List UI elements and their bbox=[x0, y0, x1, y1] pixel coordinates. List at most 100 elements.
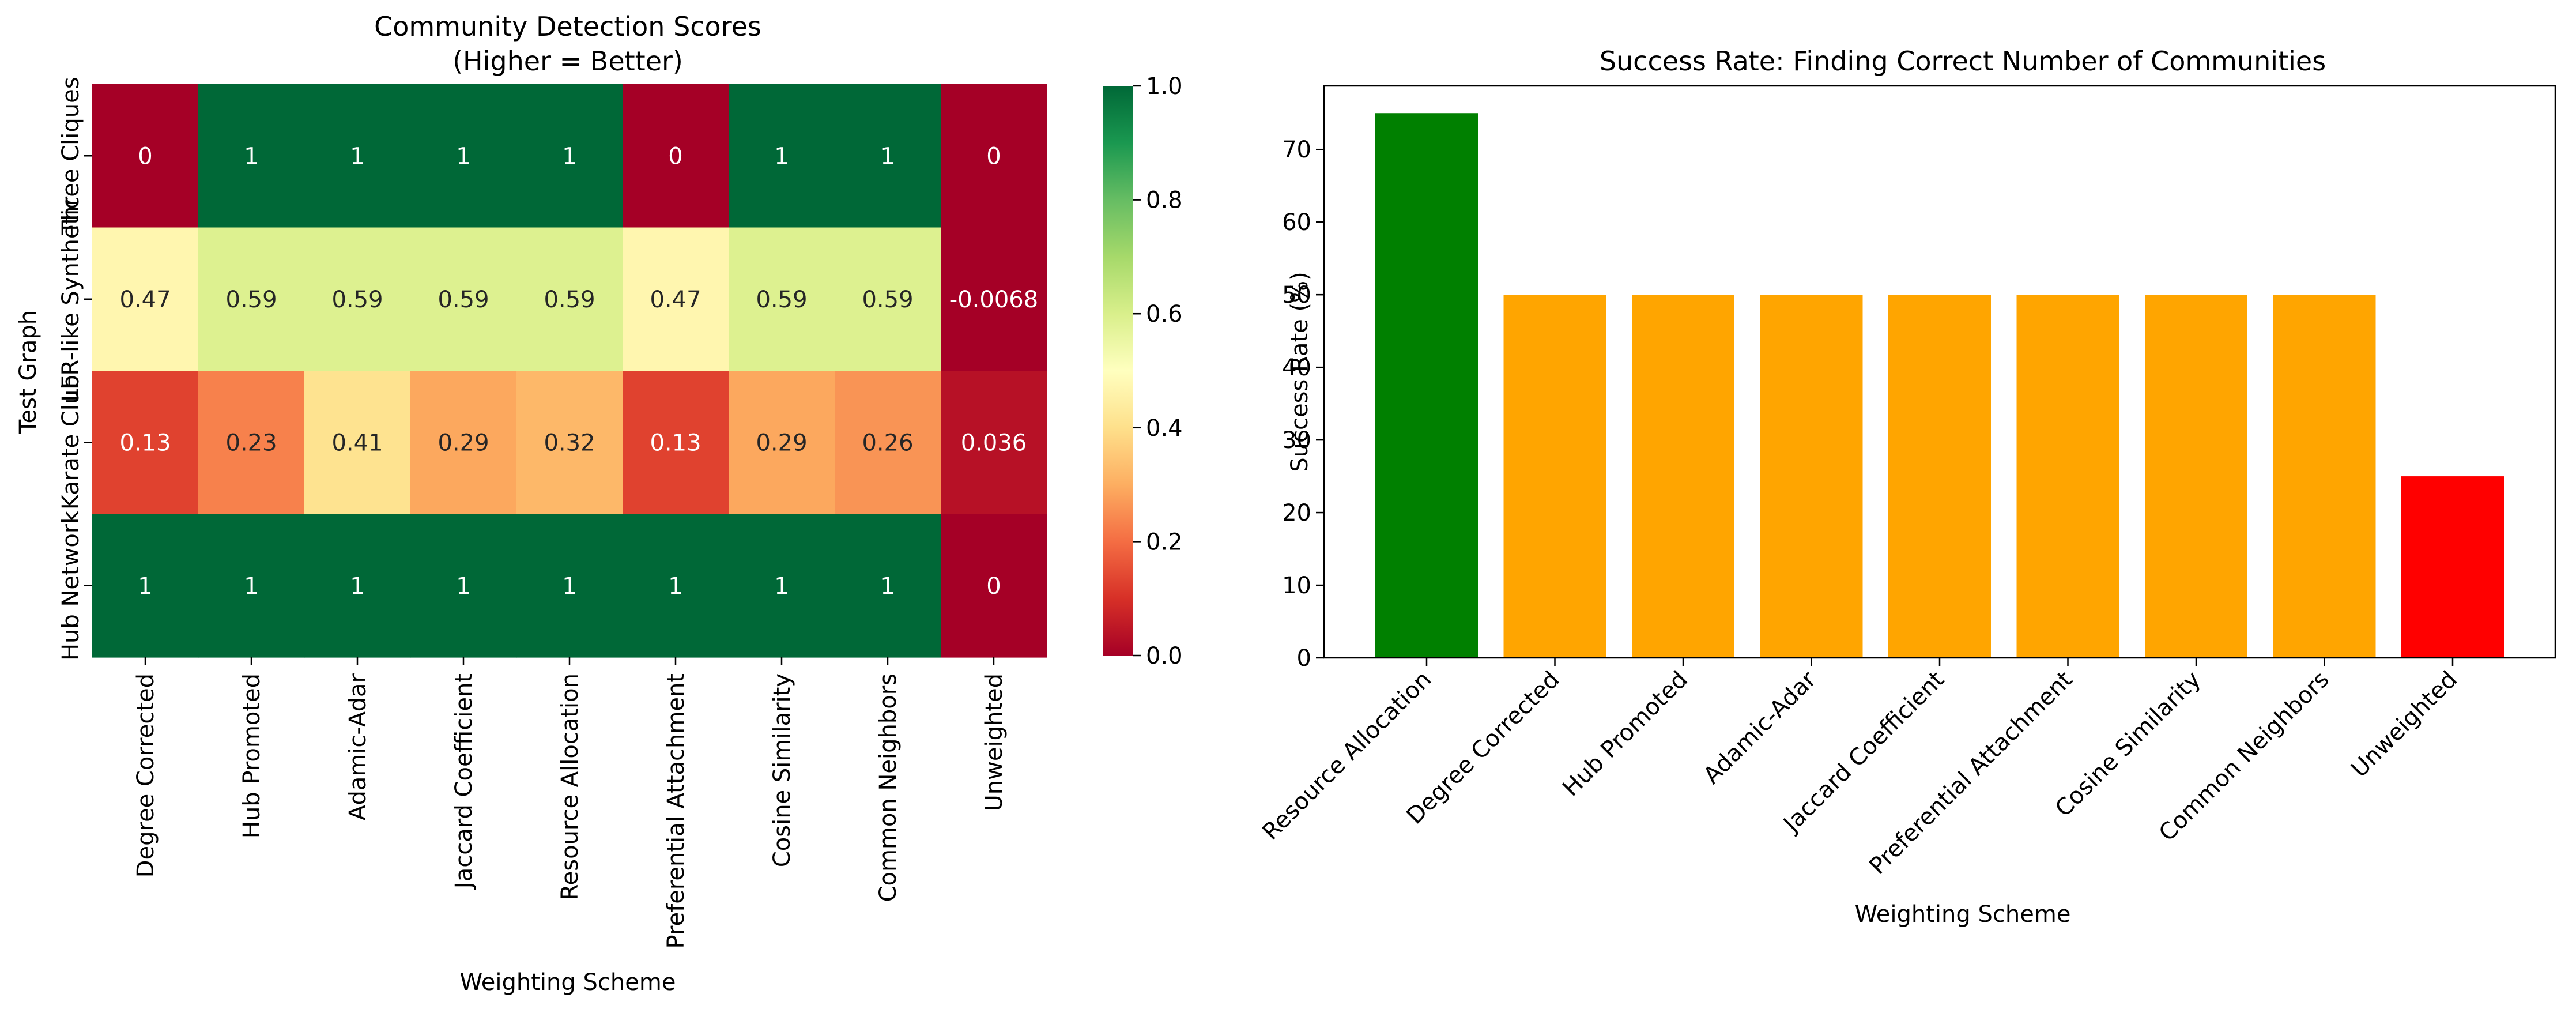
bar bbox=[1760, 295, 1863, 658]
heatmap-cell bbox=[304, 371, 411, 515]
heatmap-cell bbox=[198, 371, 305, 515]
bar-chart-y-tick-label: 10 bbox=[1282, 573, 1311, 599]
heatmap-cell bbox=[304, 514, 411, 658]
heatmap-y-tick-label: Hub Network bbox=[58, 510, 84, 661]
heatmap-cell-label: 0.59 bbox=[331, 287, 383, 313]
bar-chart-y-tick-label: 60 bbox=[1282, 209, 1311, 236]
bar bbox=[2016, 295, 2119, 658]
heatmap-cell-label: 1 bbox=[244, 143, 258, 170]
heatmap-x-tick-label: Cosine Similarity bbox=[769, 673, 795, 867]
heatmap-cell bbox=[623, 514, 729, 658]
heatmap-cell bbox=[623, 227, 729, 371]
heatmap-cell bbox=[623, 371, 729, 515]
heatmap-cell-label: 1 bbox=[880, 143, 895, 170]
heatmap-cell-label: 0.47 bbox=[119, 287, 171, 313]
heatmap-cell bbox=[410, 227, 517, 371]
bar-chart-y-tick-label: 70 bbox=[1282, 137, 1311, 163]
heatmap-panel: Community Detection Scores (Higher = Bet… bbox=[15, 11, 1047, 996]
heatmap-cell bbox=[835, 227, 941, 371]
bar-chart-y-axis-label: Success Rate (%) bbox=[1287, 272, 1313, 472]
heatmap-cell-label: 0.13 bbox=[119, 430, 171, 456]
bar bbox=[2145, 295, 2247, 658]
heatmap-cell bbox=[835, 84, 941, 228]
heatmap-cell-label: 1 bbox=[456, 573, 470, 600]
heatmap-y-tick-label: Three Cliques bbox=[58, 77, 84, 235]
heatmap-x-tick-label: Adamic-Adar bbox=[345, 673, 371, 820]
heatmap-x-tick-label: Jaccard Coefficient bbox=[451, 673, 477, 890]
bar bbox=[2273, 295, 2376, 658]
bar bbox=[1632, 295, 1734, 658]
colorbar-tick-label: 0.2 bbox=[1146, 529, 1183, 555]
heatmap-cell bbox=[410, 84, 517, 228]
heatmap-cell-label: 1 bbox=[668, 573, 682, 600]
heatmap-x-tick-label: Common Neighbors bbox=[875, 673, 902, 902]
heatmap-cell-label: 1 bbox=[774, 573, 789, 600]
heatmap-x-tick-label: Hub Promoted bbox=[239, 673, 265, 838]
bar-chart-y-tick-label: 40 bbox=[1282, 355, 1311, 381]
heatmap-cell bbox=[941, 84, 1047, 228]
heatmap-cell-label: 0.59 bbox=[437, 287, 489, 313]
colorbar-tick-label: 1.0 bbox=[1146, 73, 1183, 100]
bar-chart-title: Success Rate: Finding Correct Number of … bbox=[1600, 46, 2326, 77]
heatmap-cell bbox=[729, 84, 835, 228]
heatmap-x-tick-label: Unweighted bbox=[981, 673, 1008, 812]
bar bbox=[2401, 476, 2504, 658]
bar-chart-y-tick-label: 0 bbox=[1297, 645, 1311, 672]
bar bbox=[1888, 295, 1991, 658]
heatmap-subtitle: (Higher = Better) bbox=[452, 46, 683, 77]
colorbar: 0.0 0.2 0.4 0.6 0.8 1.0 bbox=[1103, 73, 1183, 669]
colorbar-gradient bbox=[1103, 86, 1133, 656]
heatmap-cell bbox=[92, 514, 199, 658]
heatmap-cell-label: 0.26 bbox=[862, 430, 913, 456]
heatmap-x-tick-label: Degree Corrected bbox=[133, 673, 159, 878]
heatmap-cell bbox=[304, 227, 411, 371]
heatmap-cell-label: 0.13 bbox=[650, 430, 701, 456]
heatmap-x-tick-label: Resource Allocation bbox=[557, 673, 583, 900]
bar-chart-y-tick-label: 30 bbox=[1282, 427, 1311, 454]
heatmap-cell-label: 0.59 bbox=[544, 287, 595, 313]
heatmap-y-tick-label: Karate Club bbox=[58, 375, 84, 510]
heatmap-x-axis-label: Weighting Scheme bbox=[460, 969, 676, 996]
colorbar-tick-label: 0.8 bbox=[1146, 187, 1183, 214]
heatmap-cell-label: -0.0068 bbox=[949, 287, 1038, 313]
heatmap-cell-label: 0.29 bbox=[437, 430, 489, 456]
heatmap-cell-label: 1 bbox=[880, 573, 895, 600]
heatmap-cell-label: 1 bbox=[138, 573, 152, 600]
heatmap-cell bbox=[92, 227, 199, 371]
heatmap-x-ticks: Degree Corrected Hub Promoted Adamic-Adar J… bbox=[133, 657, 1008, 948]
heatmap-cell bbox=[410, 371, 517, 515]
heatmap-cell bbox=[516, 84, 623, 228]
heatmap-cell bbox=[92, 84, 199, 228]
bar-chart-y-tick-label: 20 bbox=[1282, 500, 1311, 526]
heatmap-y-tick-label: LFR-like Synthetic bbox=[58, 197, 84, 402]
heatmap-cell bbox=[729, 371, 835, 515]
bar-chart-bars bbox=[1375, 113, 2504, 658]
heatmap-cell bbox=[835, 514, 941, 658]
heatmap-cell-label: 1 bbox=[350, 143, 364, 170]
bar bbox=[1503, 295, 1606, 658]
heatmap-cell bbox=[941, 514, 1047, 658]
bar-chart-y-tick-label: 50 bbox=[1282, 282, 1311, 308]
heatmap-cell-labels: 0 1 1 1 1 0 1 1 0 0.47 0.59 0.59 0.59 0.59 0.47 0.59 0.5… bbox=[119, 143, 1038, 600]
heatmap-cell-label: 0 bbox=[668, 143, 682, 170]
heatmap-cell-label: 0.32 bbox=[544, 430, 595, 456]
colorbar-tick-label: 0.6 bbox=[1146, 301, 1183, 327]
heatmap-cell bbox=[92, 371, 199, 515]
heatmap-cell-label: 0.59 bbox=[862, 287, 913, 313]
heatmap-cell-label: 1 bbox=[350, 573, 364, 600]
heatmap-title: Community Detection Scores bbox=[374, 11, 761, 42]
colorbar-ticks: 0.0 0.2 0.4 0.6 0.8 1.0 bbox=[1133, 73, 1183, 669]
bar-chart-x-axis-label: Weighting Scheme bbox=[1855, 901, 2071, 928]
heatmap-cell-label: 0.59 bbox=[756, 287, 807, 313]
heatmap-cell-label: 0.47 bbox=[650, 287, 701, 313]
heatmap-x-tick-label: Preferential Attachment bbox=[663, 673, 689, 948]
heatmap-cell-label: 0.59 bbox=[225, 287, 277, 313]
heatmap-y-axis-label: Test Graph bbox=[15, 310, 42, 434]
heatmap-cells bbox=[92, 84, 1047, 658]
heatmap-cell bbox=[304, 84, 411, 228]
heatmap-cell bbox=[198, 84, 305, 228]
heatmap-cell bbox=[516, 514, 623, 658]
heatmap-cell bbox=[835, 371, 941, 515]
heatmap-cell bbox=[729, 227, 835, 371]
